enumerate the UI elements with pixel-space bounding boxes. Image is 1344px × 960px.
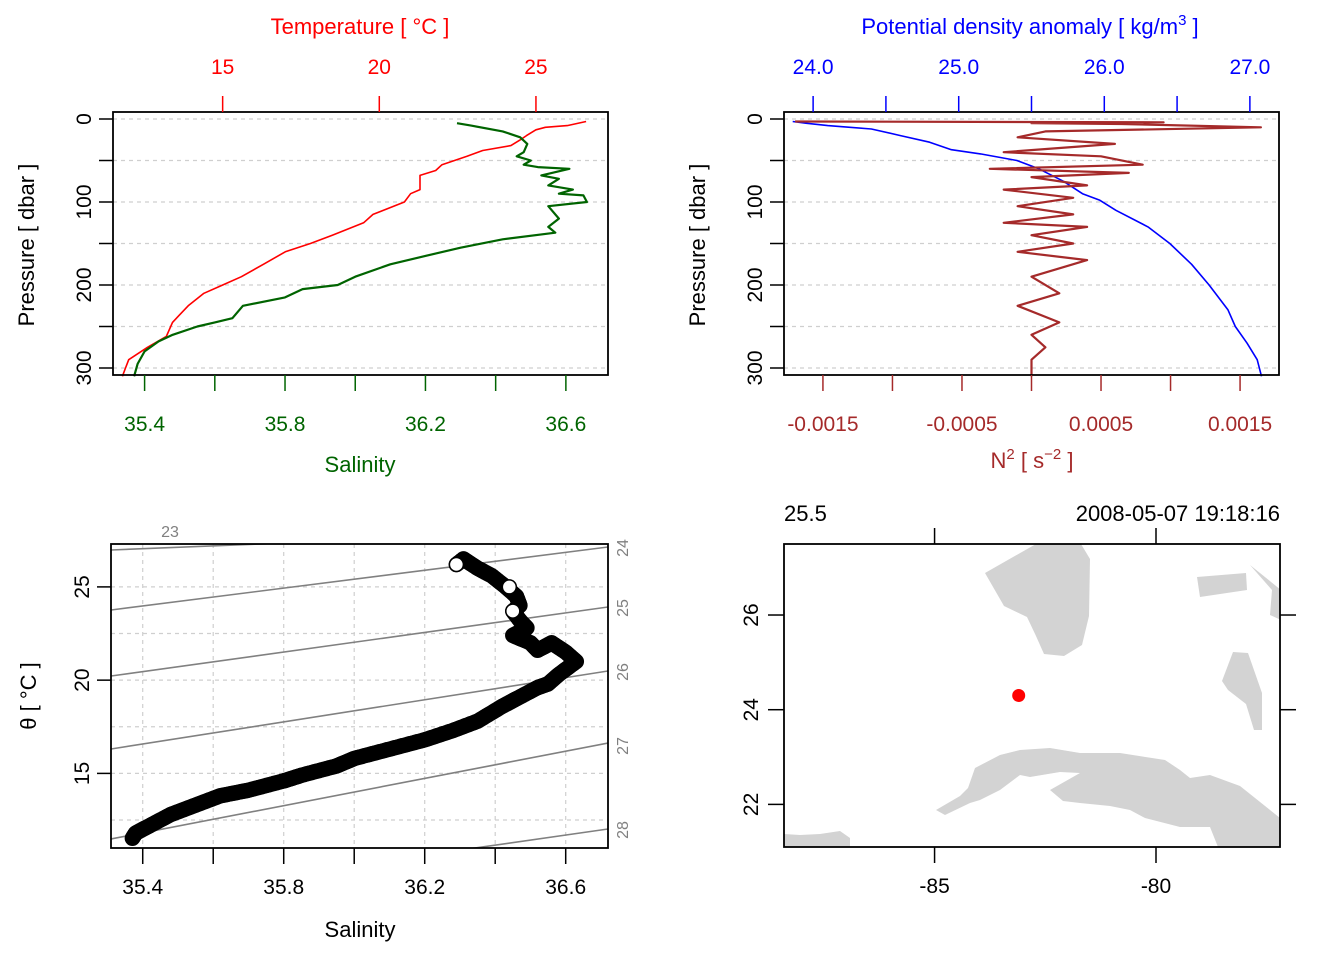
density-axis-label: Potential density anomaly [ kg/m3 ] [861,12,1198,39]
map-axes: -85 -80 22 24 26 [740,528,1296,898]
x-tick-label: -85 [919,875,949,898]
grid [111,544,608,848]
y-tick-label: 300 [744,350,767,385]
x-tick-label: -80 [1141,875,1171,898]
station-marker[interactable] [1012,689,1026,702]
bottom-axis-salinity: 35.4 35.8 36.2 36.6 [124,375,586,436]
series-potential-density-anomaly [792,120,1263,377]
y-tick-label: 100 [744,184,767,219]
axes: 35.4 35.8 36.2 36.6 15 20 25 [71,575,586,899]
panel-station-map: -85 -80 22 24 26 25.5 2008-05-07 19:18:16 [740,501,1296,898]
salinity-axis-label: Salinity [325,452,396,477]
isopycnal-label: 25 [615,599,632,617]
land-cuba [936,748,1280,847]
temperature-axis-label: Temperature [ °C ] [271,14,450,39]
n2-axis-label: N2 [ s−2 ] [991,446,1074,473]
bottom-tick-label: -0.0015 [787,413,858,436]
data-point-open [448,556,465,573]
scatter-points [124,551,585,847]
pressure-axis-label: Pressure [ dbar ] [14,164,39,327]
bottom-tick-label: 0.0005 [1069,413,1133,436]
pressure-axis-label: Pressure [ dbar ] [685,164,710,327]
data-point-open [501,579,518,595]
isopycnal-labels: 23 24 25 26 27 28 [161,524,632,839]
plot-frame [783,543,1281,848]
bottom-tick-label: 35.8 [265,413,306,436]
series-salinity [133,122,589,377]
profile-series [121,120,589,377]
grid [784,118,1279,369]
isopycnal-line [469,828,608,848]
isopycnal-lines [111,544,608,848]
series-n2 [795,120,1263,377]
theta-axis-label: θ [ °C ] [16,662,41,729]
bottom-tick-label: 36.6 [545,413,586,436]
data-point-open [505,603,521,619]
x-tick-label: 36.2 [404,876,445,899]
top-tick-label: 25 [524,56,547,79]
y-tick-label: 25 [71,575,94,598]
bottom-tick-label: 36.2 [405,413,446,436]
map-top-left-label: 25.5 [784,501,827,526]
land-florida [985,544,1090,656]
isopycnal-label: 26 [615,663,632,681]
data-point [124,830,141,847]
salinity-axis-label: Salinity [325,917,396,942]
plot-frame [110,543,609,849]
y-tick-label: 22 [740,793,763,816]
profile-series [792,120,1263,377]
y-axis-pressure: 0 100 200 300 [744,113,784,386]
top-axis-density: 24.0 25.0 26.0 27.0 [793,56,1270,112]
isopycnal-line [111,544,280,551]
x-tick-label: 35.4 [122,876,163,899]
top-tick-label: 27.0 [1229,56,1270,79]
y-tick-label: 100 [73,184,96,219]
isopycnal-line [111,742,608,840]
land-bahamas [1197,573,1247,597]
y-tick-label: 24 [740,698,763,722]
top-tick-label: 15 [211,56,234,79]
y-tick-label: 200 [744,267,767,302]
y-tick-label: 200 [73,267,96,302]
map-timestamp-label: 2008-05-07 19:18:16 [1076,501,1280,526]
land-yucatan [784,831,850,847]
y-tick-label: 0 [744,113,767,125]
series-temperature [121,120,587,377]
isopycnal-label: 23 [161,524,179,541]
top-tick-label: 26.0 [1084,56,1125,79]
bottom-tick-label: 35.4 [124,413,165,436]
y-tick-label: 300 [73,350,96,385]
x-tick-label: 36.6 [545,876,586,899]
isopycnal-label: 24 [615,539,632,557]
y-tick-label: 26 [740,603,763,626]
top-tick-label: 24.0 [793,56,834,79]
density-axis-label-text: Potential density anomaly [ kg/m [861,14,1178,39]
bottom-tick-label: 0.0015 [1208,413,1272,436]
top-tick-label: 25.0 [938,56,979,79]
land-polygons [784,544,1280,847]
y-tick-label: 15 [71,762,94,785]
y-axis-pressure: 0 100 200 300 [73,113,113,386]
top-axis-temperature: 15 20 25 [211,56,548,112]
x-tick-label: 35.8 [263,876,304,899]
isopycnal-line [111,670,608,750]
bottom-tick-label: -0.0005 [926,413,997,436]
y-tick-label: 20 [71,668,94,691]
bottom-axis-n2: -0.0015 -0.0005 0.0005 0.0015 [787,375,1272,436]
land-andros [1222,652,1262,730]
isopycnal-label: 27 [615,737,632,755]
land-bahamas-east [1250,565,1280,620]
top-tick-label: 20 [368,56,391,79]
isopycnal-label: 28 [615,821,632,839]
y-tick-label: 0 [73,113,96,125]
isopycnal-line [111,546,608,611]
panel-temperature-salinity-profile: 0 100 200 300 15 20 25 35.4 35.8 36.2 36.6 Tempe… [14,14,609,477]
panel-ts-diagram: 23 24 25 26 27 28 35.4 35.8 36.2 36.6 15 20 25 Sali… [16,524,632,942]
